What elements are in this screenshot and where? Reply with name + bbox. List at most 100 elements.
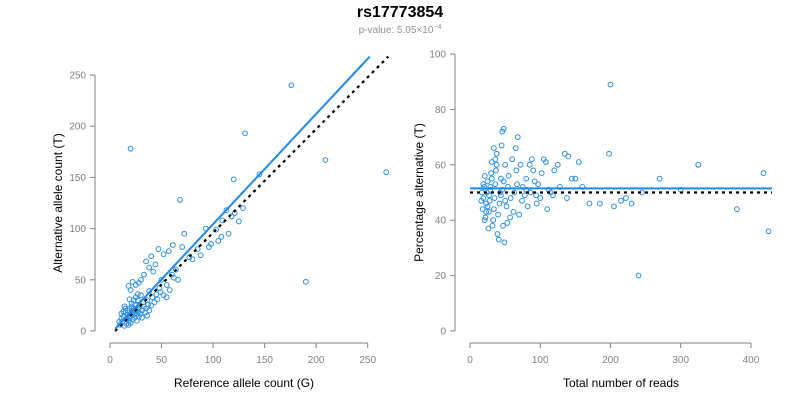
right-data-point [481, 184, 487, 190]
right-data-point [519, 184, 526, 190]
right-data-point [488, 159, 495, 165]
left-data-point [230, 176, 237, 183]
right-data-point [611, 203, 617, 210]
subtitle-exponent: −4 [433, 24, 442, 31]
right-y-axis-label: Percentage alternative (T) [412, 123, 426, 262]
right-data-point [556, 184, 563, 190]
right-data-point [487, 186, 494, 193]
left-data-point [146, 307, 153, 314]
right-data-point [568, 175, 575, 182]
left-data-point [145, 301, 152, 308]
right-data-point [572, 175, 579, 182]
right-data-point [656, 175, 663, 182]
left-y-tick-label: 50 [75, 275, 87, 286]
right-data-point [606, 150, 612, 157]
left-data-point [163, 282, 170, 288]
right-data-point [512, 145, 519, 152]
right-data-point [493, 161, 500, 168]
right-data-point [524, 203, 531, 210]
right-data-point [495, 236, 502, 243]
right-data-point [488, 170, 494, 177]
left-data-point [148, 253, 155, 260]
right-data-point [513, 167, 520, 174]
left-x-tick-label: 50 [156, 355, 168, 366]
right-data-point [498, 142, 505, 149]
left-y-tick-label: 100 [69, 224, 86, 235]
right-data-point [491, 195, 498, 201]
left-x-tick-label: 150 [256, 355, 273, 366]
left-data-point [218, 233, 225, 240]
right-data-point [635, 272, 642, 279]
left-data-point [206, 244, 212, 250]
left-data-point [157, 289, 164, 295]
right-data-point [485, 225, 492, 232]
left-x-tick-label: 100 [205, 355, 222, 366]
right-data-point [526, 161, 533, 168]
right-data-point [597, 200, 603, 207]
left-data-point [197, 252, 204, 259]
right-data-point [498, 175, 504, 182]
right-data-point [544, 206, 551, 213]
left-x-tick-label: 250 [359, 355, 376, 366]
left-data-point [125, 283, 132, 289]
right-data-point [514, 181, 520, 188]
right-data-point [533, 200, 540, 207]
right-y-tick-label: 60 [435, 160, 447, 171]
left-data-point [175, 276, 181, 283]
right-y-tick-label: 100 [429, 50, 446, 61]
left-data-point [134, 291, 141, 298]
left-x-tick-label: 0 [107, 355, 113, 366]
chart-title: rs17773854 [356, 4, 444, 21]
left-data-point [144, 312, 151, 319]
left-data-point [240, 205, 246, 212]
right-data-point [481, 217, 488, 224]
left-y-tick-label: 200 [69, 122, 86, 133]
right-data-point [492, 181, 499, 188]
left-fit-line [114, 55, 371, 330]
left-data-point [166, 287, 173, 293]
left-data-point [322, 157, 329, 163]
right-data-point [486, 192, 492, 199]
left-data-point [225, 230, 232, 237]
right-data-point [499, 186, 506, 193]
left-data-point [181, 230, 188, 237]
right-data-point [499, 128, 506, 135]
right-data-point [519, 197, 525, 204]
left-reference-line [114, 55, 390, 332]
right-data-point [500, 125, 507, 132]
left-data-point [189, 256, 196, 263]
left-y-tick-label: 0 [80, 327, 86, 338]
right-data-point [504, 220, 511, 226]
left-data-point [158, 276, 165, 283]
left-data-point [139, 314, 145, 321]
right-data-point [505, 172, 512, 179]
left-data-point [213, 226, 220, 233]
right-data-point [565, 153, 572, 160]
right-data-point [486, 208, 492, 215]
right-data-point [489, 222, 496, 229]
right-data-point [549, 192, 556, 199]
right-data-point [505, 184, 511, 190]
left-y-tick-label: 150 [69, 173, 86, 184]
left-data-point [154, 296, 161, 303]
right-data-point [500, 178, 507, 185]
right-data-point [488, 175, 495, 182]
right-data-point [478, 197, 485, 204]
left-x-axis-label: Reference allele count (G) [174, 376, 314, 390]
left-data-point [132, 282, 139, 288]
left-data-point [235, 218, 242, 225]
right-data-point [490, 145, 497, 152]
right-data-point [480, 181, 487, 188]
right-data-point [564, 195, 570, 201]
right-data-point [490, 206, 497, 213]
right-data-point [510, 208, 517, 215]
right-data-point [484, 203, 491, 210]
right-data-point [483, 208, 490, 215]
right-data-point [554, 161, 561, 168]
right-data-point [530, 167, 537, 174]
left-data-point [146, 264, 153, 271]
left-data-point [138, 292, 144, 299]
left-data-point [148, 302, 155, 309]
subtitle-text: p-value: 5.05×10 [358, 25, 434, 36]
right-data-point [523, 175, 530, 182]
